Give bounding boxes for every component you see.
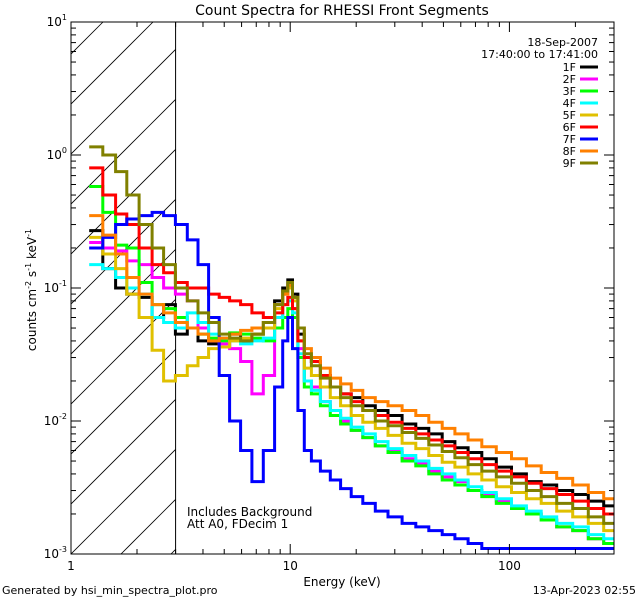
x-tick-label: 1 [67,559,75,573]
series-line-3f [89,185,614,545]
series-line-6f [89,166,614,516]
hatch-line [71,298,176,405]
y-tick-label: 10-3 [44,545,67,561]
y-tick-label: 101 [47,13,67,29]
series-line-4f [89,263,614,541]
series-line-7f [89,210,614,550]
annotation-attenuator: Att A0, FDecim 1 [187,517,288,531]
footer-timestamp: 13-Apr-2023 02:55 [533,584,636,597]
header-date: 18-Sep-2007 [527,36,598,49]
legend-label-6f: 6F [563,121,576,134]
series-group [89,145,614,550]
x-axis-label: Energy (keV) [303,575,380,589]
legend-label-5f: 5F [563,109,576,122]
hatch-line [71,448,176,554]
legend-label-3f: 3F [563,85,576,98]
series-line-5f [89,235,614,533]
series-line-8f [89,214,614,501]
annotation-background: Includes Background [187,505,312,519]
hatch-line [71,48,176,155]
hatch-line [71,98,176,205]
y-tick-label: 10-1 [44,279,67,295]
hatch-line [71,198,176,305]
y-tick-label: 10-2 [44,412,67,428]
y-axis-label: counts cm-2 s-1 keV-1 [24,229,39,351]
axes: 1 10 100 10-3 10-2 10-1 100 101 [44,13,615,573]
header-time-range: 17:40:00 to 17:41:00 [481,48,598,61]
footer-generator: Generated by hsi_min_spectra_plot.pro [2,584,218,597]
series-line-2f [89,241,614,545]
legend-label-2f: 2F [563,73,576,86]
x-tick-label: 10 [283,559,298,573]
y-tick-label: 100 [47,146,67,162]
series-line-9f [89,145,614,525]
hatch-line [0,22,3,554]
legend-label-9f: 9F [563,157,576,170]
legend-label-1f: 1F [563,61,576,74]
chart-title: Count Spectra for RHESSI Front Segments [195,3,489,19]
legend-label-4f: 4F [563,97,576,110]
x-tick-label: 100 [498,559,521,573]
hatch-line [71,398,176,505]
legend-label-8f: 8F [563,145,576,158]
hatched-region [0,22,176,554]
legend-label-7f: 7F [563,133,576,146]
